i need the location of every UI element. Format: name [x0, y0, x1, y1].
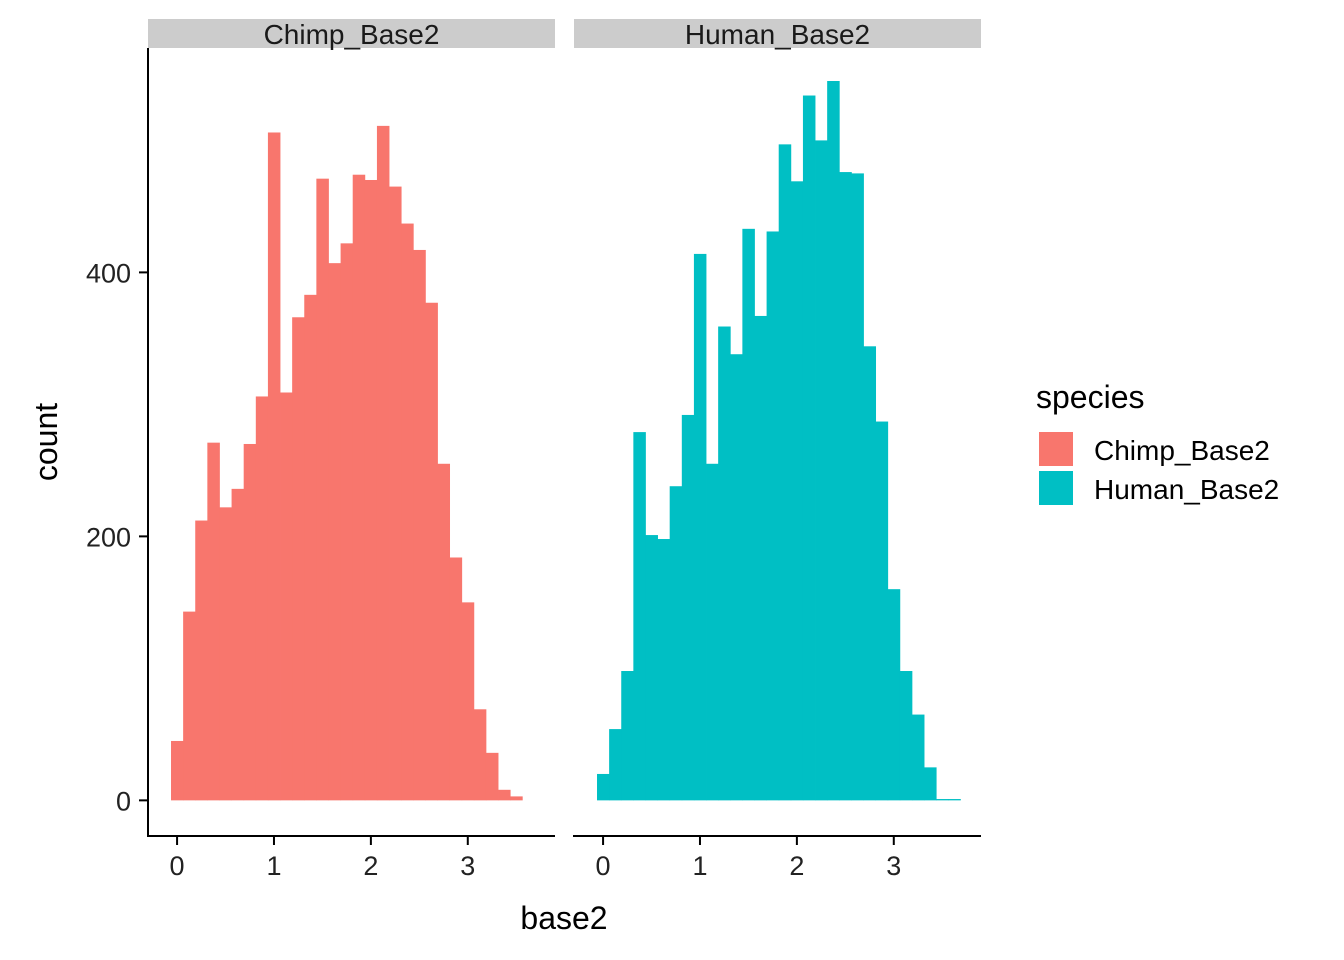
histogram-bar: [936, 799, 949, 801]
x-tick-label: 2: [363, 851, 378, 881]
legend: species Chimp_Base2 Human_Base2: [1036, 379, 1279, 505]
histogram-bar: [449, 557, 463, 801]
histogram-bar: [948, 799, 961, 801]
x-tick-label: 1: [692, 851, 707, 881]
histogram-bar: [498, 789, 511, 801]
histogram-bar: [875, 421, 889, 801]
y-axis-title: count: [28, 403, 64, 481]
histogram-bar: [802, 95, 816, 801]
histogram-bar: [267, 132, 281, 801]
legend-label-human: Human_Base2: [1094, 474, 1279, 505]
histogram-bar: [851, 173, 864, 801]
facet-strip-label: Human_Base2: [685, 19, 870, 50]
histogram-bar: [730, 354, 743, 801]
histogram-bar: [609, 729, 622, 801]
facet-strip-label: Chimp_Base2: [264, 19, 440, 50]
x-tick-label: 2: [789, 851, 804, 881]
histogram-bar: [413, 249, 426, 801]
histogram-bar: [899, 671, 913, 801]
y-tick-label: 200: [86, 522, 131, 552]
histogram-bar: [389, 186, 402, 801]
histogram-bar: [839, 172, 852, 801]
histogram-bar: [510, 796, 523, 801]
histogram-bar: [376, 125, 390, 801]
histogram-bar: [645, 535, 658, 801]
histogram-bar: [171, 740, 184, 801]
histogram-bar: [340, 243, 354, 801]
histogram-bar: [597, 773, 610, 801]
facet-strip-background: [148, 19, 555, 48]
histogram-bar: [280, 392, 293, 801]
histogram-bar: [183, 611, 196, 801]
histogram-bar: [352, 174, 366, 801]
histogram-bar: [195, 520, 208, 801]
histogram-bar: [292, 317, 305, 801]
histogram-bar: [742, 228, 755, 801]
histogram-bar: [718, 326, 731, 801]
histogram-bar: [621, 671, 634, 801]
x-ticks-human: 0 1 2 3: [596, 836, 901, 881]
histogram-bar: [657, 539, 671, 801]
histogram-bar: [778, 144, 792, 801]
histogram-bar: [815, 140, 828, 801]
x-tick-label: 3: [460, 851, 475, 881]
histogram-bar: [693, 253, 707, 801]
histogram-bar: [401, 223, 414, 801]
x-axis-title: base2: [520, 900, 607, 936]
histogram-bar: [681, 414, 695, 801]
histogram-bar: [207, 442, 220, 801]
y-tick-label: 400: [86, 258, 131, 288]
histogram-bar: [219, 507, 232, 801]
legend-title: species: [1036, 379, 1145, 415]
histogram-bar: [485, 752, 499, 801]
facet-panel-human: Human_Base2 0 1 2 3: [573, 19, 981, 881]
x-tick-label: 3: [886, 851, 901, 881]
histogram-bar: [304, 294, 317, 801]
x-ticks-chimp: 0 1 2 3: [170, 836, 475, 881]
histogram-bar: [437, 463, 451, 801]
y-tick-label: 0: [116, 786, 131, 816]
histogram-bar: [425, 302, 438, 801]
legend-swatch-chimp: [1039, 432, 1073, 466]
facet-panel-chimp: Chimp_Base2 0 1 2 3 0 200 400: [86, 19, 555, 881]
histogram-bar: [827, 81, 840, 801]
legend-swatch-human: [1039, 471, 1073, 505]
x-tick-label: 1: [266, 851, 281, 881]
histogram-bar: [328, 263, 341, 801]
histogram-bar: [863, 346, 877, 801]
histogram-bar: [231, 488, 245, 801]
histogram-bar: [911, 714, 925, 801]
histogram-bar: [766, 231, 780, 801]
histogram-bar: [706, 463, 719, 801]
y-ticks: 0 200 400: [86, 258, 148, 816]
histogram-bar: [924, 767, 937, 801]
x-tick-label: 0: [596, 851, 611, 881]
x-tick-label: 0: [170, 851, 185, 881]
histogram-bar: [243, 443, 257, 801]
bar-group-chimp: [171, 125, 523, 801]
bar-group-human: [597, 81, 961, 801]
legend-label-chimp: Chimp_Base2: [1094, 435, 1270, 466]
facet-strip-background: [574, 19, 981, 48]
histogram-bar: [473, 709, 487, 801]
histogram-bar: [754, 315, 767, 801]
histogram-bar: [633, 432, 646, 801]
histogram-bar: [255, 396, 269, 801]
histogram-bar: [316, 178, 329, 801]
histogram-bar: [669, 486, 683, 801]
histogram-bar: [887, 589, 901, 801]
histogram-bar: [790, 181, 804, 801]
histogram-bar: [461, 602, 475, 801]
histogram-bar: [364, 179, 378, 801]
